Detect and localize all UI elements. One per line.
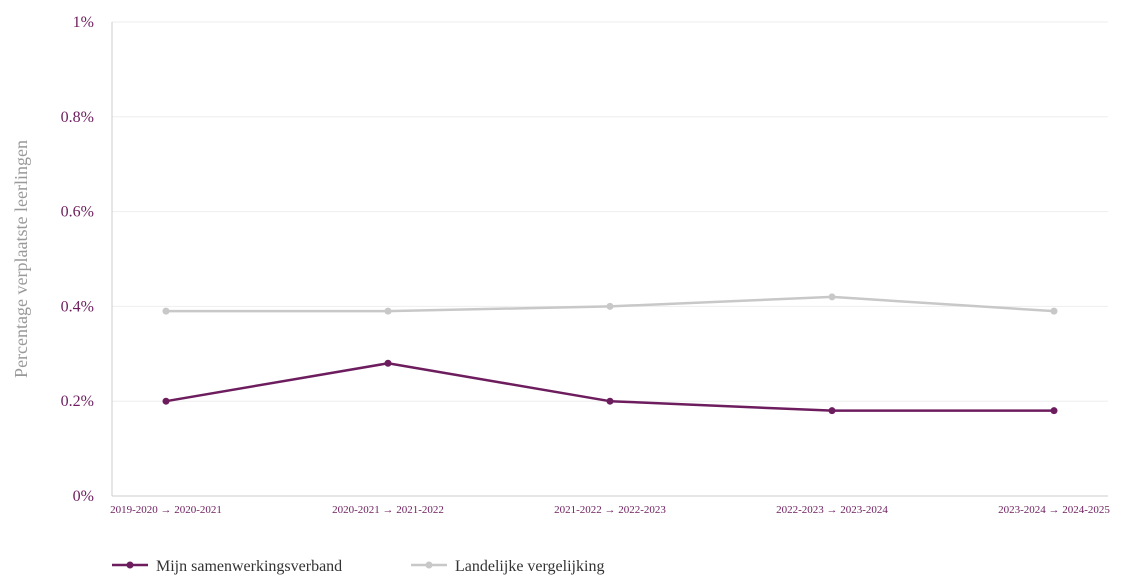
data-point[interactable] bbox=[606, 397, 614, 405]
legend-label: Landelijke vergelijking bbox=[455, 558, 604, 575]
y-tick-label: 0.8% bbox=[61, 109, 94, 126]
y-axis-label: Percentage verplaatste leerlingen bbox=[11, 140, 31, 378]
data-point[interactable] bbox=[384, 359, 392, 367]
y-tick-label: 0% bbox=[73, 488, 94, 505]
data-point[interactable] bbox=[162, 307, 170, 315]
grid-layer bbox=[112, 21, 1108, 402]
data-point[interactable] bbox=[1050, 307, 1058, 315]
data-point[interactable] bbox=[828, 407, 836, 415]
y-tick-label: 0.2% bbox=[61, 393, 94, 410]
legend-item[interactable]: Landelijke vergelijking bbox=[411, 558, 604, 575]
data-point[interactable] bbox=[162, 397, 170, 405]
legend-swatch-marker bbox=[425, 561, 433, 569]
label-layer: 0% 0.2% 0.4% 0.6% 0.8% 1% 2019-2020 → 2020-202… bbox=[61, 14, 1111, 516]
data-point[interactable] bbox=[1050, 407, 1058, 415]
series-layer bbox=[162, 293, 1058, 415]
legend-swatch-marker bbox=[126, 561, 134, 569]
x-tick-label: 2019-2020 → 2020-2021 bbox=[110, 504, 222, 516]
x-tick-label: 2022-2023 → 2023-2024 bbox=[776, 504, 888, 516]
x-tick-label: 2020-2021 → 2021-2022 bbox=[332, 504, 444, 516]
series-1 bbox=[162, 293, 1058, 315]
x-tick-label: 2023-2024 → 2024-2025 bbox=[998, 504, 1110, 516]
y-tick-label: 1% bbox=[73, 14, 94, 31]
series-0 bbox=[162, 359, 1058, 415]
y-tick-label: 0.4% bbox=[61, 298, 94, 315]
data-point[interactable] bbox=[384, 307, 392, 315]
data-point[interactable] bbox=[606, 302, 614, 310]
legend-label: Mijn samenwerkingsverband bbox=[156, 558, 342, 575]
data-point[interactable] bbox=[828, 293, 836, 301]
legend-item[interactable]: Mijn samenwerkingsverband bbox=[112, 558, 342, 575]
legend: Mijn samenwerkingsverband Landelijke verg… bbox=[112, 558, 604, 575]
x-tick-label: 2021-2022 → 2022-2023 bbox=[554, 504, 666, 516]
axis-layer bbox=[111, 22, 1108, 497]
y-tick-label: 0.6% bbox=[61, 204, 94, 221]
